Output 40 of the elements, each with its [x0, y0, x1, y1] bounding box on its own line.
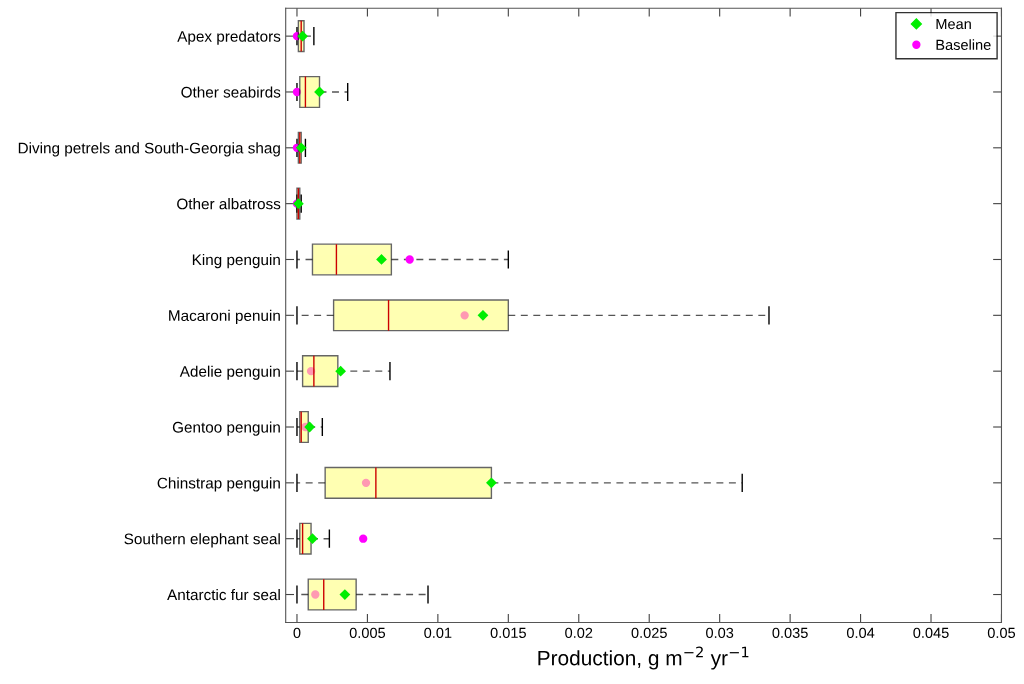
- point: [311, 590, 320, 599]
- x-tick-label: 0.025: [631, 627, 667, 639]
- point: [335, 365, 347, 377]
- x-tick-label: 0.045: [913, 627, 949, 639]
- point: [361, 478, 371, 488]
- point: [486, 477, 497, 489]
- x-tick-label: 0.015: [490, 627, 526, 639]
- y-tick-label: Gentoo penguin: [172, 421, 280, 436]
- x-tick-label: 0.02: [565, 627, 593, 639]
- y-tick-label: Antarctic fur seal: [167, 588, 280, 601]
- point: [477, 309, 489, 321]
- point: [376, 254, 387, 265]
- legend-label: Baseline: [936, 39, 991, 51]
- point: [295, 142, 307, 154]
- y-tick-label: Diving petrels and South-Georgia shag: [18, 142, 280, 157]
- legend-label: Mean: [936, 18, 971, 30]
- x-tick-label: 0: [293, 627, 301, 639]
- point: [460, 311, 469, 320]
- y-tick-label: King penguin: [192, 253, 280, 269]
- x-tick-label: 0.03: [706, 627, 734, 639]
- y-tick-label: Apex predators: [177, 30, 281, 45]
- x-tick-label: 0.01: [424, 627, 452, 639]
- point: [405, 255, 414, 264]
- point: [297, 30, 308, 42]
- y-tick-label: Adelie penguin: [179, 365, 280, 380]
- x-axis-title: Production, g m$^{−2}$ yr$^{−1}$: [538, 646, 749, 670]
- y-tick-label: Macaroni penuin: [169, 309, 280, 325]
- x-tick-label: 0.04: [846, 627, 875, 639]
- point: [307, 533, 318, 545]
- y-tick-label: Other seabirds: [181, 86, 281, 98]
- y-tick-label: Southern elephant seal: [124, 533, 280, 548]
- y-tick-label: Other albatross: [177, 198, 281, 210]
- point: [304, 421, 316, 433]
- x-tick-label: 0.005: [349, 627, 386, 639]
- y-tick-label: Chinstrap penguin: [157, 477, 280, 492]
- point: [292, 87, 302, 97]
- point: [339, 589, 351, 600]
- x-tick-label: 0.05: [987, 627, 1016, 639]
- point: [359, 534, 368, 543]
- x-tick-label: 0.035: [772, 627, 808, 639]
